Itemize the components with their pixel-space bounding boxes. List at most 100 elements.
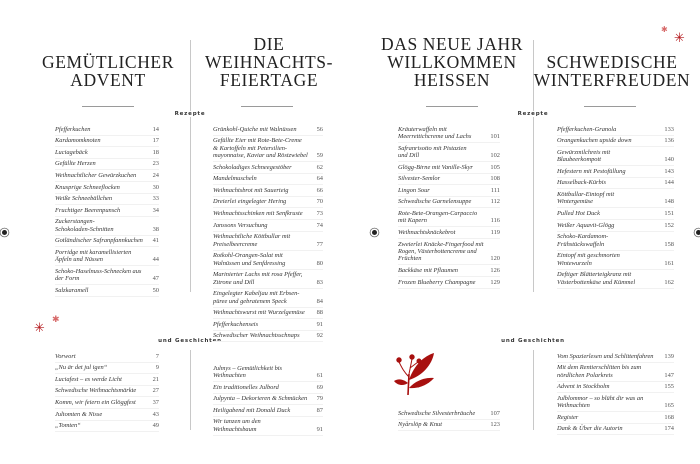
toc-entry[interactable]: Jultomten & Nisse 43 (55, 409, 159, 421)
toc-entry[interactable]: Schwedische Silvesterbräuche 107 (398, 408, 500, 420)
toc-entry[interactable]: Salzkaramell 50 (55, 285, 159, 297)
toc-entry[interactable]: Weihnachtsbrot mit Sauerteig 66 (213, 185, 323, 197)
toc-entry-page: 108 (490, 175, 500, 183)
toc-entry[interactable]: Pfefferkuchen 14 (55, 124, 159, 136)
toc-entry[interactable]: Gefüllte Eier mit Rote-Bete-Creme & Kart… (213, 136, 323, 162)
toc-entry[interactable]: „Tomten“ 49 (55, 421, 159, 433)
toc-entry[interactable]: Rotkohl-Orangen-Salat mit Walnüssen und … (213, 251, 323, 270)
toc-entry[interactable]: Orangenkuchen upside down 136 (557, 136, 674, 148)
toc-entry-page: 70 (316, 198, 323, 206)
toc-entry[interactable]: „Nu är det jul igen“ 9 (55, 363, 159, 375)
toc-entry[interactable]: Schwedischer Weihnachtsschnaps 92 (213, 331, 323, 343)
toc-entry[interactable]: Gotländischer Safranpfannkuchen 41 (55, 236, 159, 248)
toc-recipes-col-2: Grünkohl-Quiche mit Walnüssen 56 Gefüllte … (213, 124, 323, 343)
toc-entry[interactable]: Mit dem Rentierschlitten bis zum nördlic… (557, 363, 674, 382)
toc-entry[interactable]: Luciafest – es werde Licht 21 (55, 374, 159, 386)
toc-entry-title: Schwedische Silvesterbräuche (398, 409, 476, 417)
toc-entry[interactable]: Frozen Blueberry Champagne 129 (398, 277, 500, 289)
toc-entry-page: 116 (490, 217, 500, 225)
toc-entry[interactable]: Heiligabend mit Donald Duck 87 (213, 405, 323, 417)
toc-entry[interactable]: Julblommor – so blüht dir was an Weihnac… (557, 393, 674, 413)
toc-entry-page: 74 (316, 221, 323, 229)
toc-entry[interactable]: Weiße Schneebällchen 33 (55, 194, 159, 206)
toc-entry-page: 112 (490, 198, 500, 206)
toc-entry[interactable]: Knusprige Schneeflocken 30 (55, 182, 159, 194)
toc-entry[interactable]: Weihnachtlicher Gewürzkuchen 24 (55, 170, 159, 182)
toc-entry[interactable]: Dank & Über die Autorin 174 (557, 424, 674, 436)
toc-entry[interactable]: Pfefferkuchen-Granola 133 (557, 124, 674, 136)
toc-entry[interactable]: Julmys – Gemütlichkeit bis Weihnachten 61 (213, 363, 323, 382)
toc-entry[interactable]: Vom Spazierlesen und Schlittenfahren 139 (557, 351, 674, 363)
title-rule-4 (584, 106, 636, 107)
toc-entry[interactable]: Julpynta – Dekorieren & Schmücken 79 (213, 394, 323, 406)
toc-entry-title: Zweierlei Knäcke-Fingerfood mit Rogen, V… (398, 240, 484, 263)
toc-entry-title: Rote-Bete-Orangen-Carpaccio mit Kapern (398, 209, 478, 225)
toc-entry-title: Salzkaramell (55, 286, 89, 294)
toc-entry[interactable]: Kardamomknoten 17 (55, 136, 159, 148)
toc-entry[interactable]: Rote-Bete-Orangen-Carpaccio mit Kapern 11… (398, 208, 500, 228)
toc-entry[interactable]: Mandelmuscheln 64 (213, 174, 323, 186)
toc-entry[interactable]: Porridge mit karamellisierten Äpfeln und… (55, 247, 159, 267)
toc-entry-title: Advent in Stockholm (557, 383, 610, 391)
toc-entry-title: Luciagebäck (55, 148, 88, 156)
chapter-title-3: DAS NEUE JAHR WILLKOMMEN HEISSEN (381, 34, 523, 90)
toc-entry[interactable]: Komm, wir feiern ein Glöggfest 37 (55, 397, 159, 409)
toc-entry[interactable]: Lingon Sour 111 (398, 185, 500, 197)
toc-entry-page: 21 (152, 375, 159, 383)
toc-entry[interactable]: Backkäse mit Pflaumen 126 (398, 265, 500, 277)
toc-entry[interactable]: Schwedische Weihnachtsmärkte 27 (55, 386, 159, 398)
toc-entry[interactable]: Register 168 (557, 412, 674, 424)
toc-entry[interactable]: Weihnachtliche Köttbullar mit Preiselbee… (213, 232, 323, 251)
toc-entry[interactable]: Pulled Hot Duck 151 (557, 208, 674, 220)
toc-entry[interactable]: Weißer Aquavit-Glögg 152 (557, 220, 674, 232)
toc-entry[interactable]: Hasselback-Kürbis 144 (557, 178, 674, 190)
toc-entry[interactable]: Safranrisotto mit Pistazien und Dill 102 (398, 143, 500, 162)
toc-entry-title: Hefestern mit Pestofüllung (557, 167, 626, 175)
toc-entry[interactable]: Weihnachtsknäckebrot 119 (398, 227, 500, 239)
toc-entry[interactable]: Wir tanzen um den Weihnachtsbaum 91 (213, 417, 323, 436)
page-divider-right-bottom (533, 350, 534, 430)
snowflake-icon: ✱ (52, 315, 60, 325)
toc-entry-page: 44 (152, 256, 159, 264)
toc-entry[interactable]: Ein traditionelles Julbord 69 (213, 382, 323, 394)
toc-entry[interactable]: Nyårslöp & Knut 123 (398, 420, 500, 432)
toc-entry[interactable]: Köttbullar-Eintopf mit Wintergemüse 148 (557, 189, 674, 209)
toc-recipes-col-1: Pfefferkuchen 14 Kardamomknoten 17 Luciagebä… (55, 124, 159, 297)
toc-entry[interactable]: Eingelegter Kabeljau mit Erbsen- püree u… (213, 289, 323, 308)
toc-entry[interactable]: Kräuterwaffeln mit Meerrettichcreme und … (398, 124, 500, 143)
toc-entry[interactable]: Deftiger Blätterteigkranz mit Västerbott… (557, 270, 674, 289)
toc-entry[interactable]: Luciagebäck 18 (55, 147, 159, 159)
toc-entry[interactable]: Zuckerstangen- Schokoladen-Schnitten 38 (55, 217, 159, 236)
toc-entry[interactable]: Weihnachtswurst mit Wurzelgemüse 88 (213, 308, 323, 320)
toc-entry[interactable]: Schoko-Kardamom- Frühstückswaffeln 158 (557, 232, 674, 251)
toc-entry[interactable]: Weihnachtsschinken mit Senfkruste 73 (213, 208, 323, 220)
toc-entry[interactable]: Marinierter Lachs mit rosa Pfeffer, Zitr… (213, 270, 323, 289)
toc-entry-page: 66 (316, 186, 323, 194)
toc-entry[interactable]: Vorwort 7 (55, 351, 159, 363)
toc-entry[interactable]: Grünkohl-Quiche mit Walnüssen 56 (213, 124, 323, 136)
toc-entry[interactable]: Gefüllte Herzen 23 (55, 159, 159, 171)
toc-entry[interactable]: Gewürzmilchreis mit Blaubeerkompott 140 (557, 147, 674, 167)
toc-entry-title: Pfefferkuchen (55, 125, 91, 133)
toc-entry[interactable]: Silvester-Semlor 108 (398, 174, 500, 186)
toc-entry-title: Fruchtiger Beerenpunsch (55, 206, 121, 214)
toc-entry-title: Julpynta – Dekorieren & Schmücken (213, 395, 308, 403)
toc-entry[interactable]: Zweierlei Knäcke-Fingerfood mit Rogen, V… (398, 239, 500, 266)
toc-entry-title: Kardamomknoten (55, 137, 101, 145)
toc-entry[interactable]: Schoko-Haselnuss-Schnecken aus der Form 4… (55, 266, 159, 286)
toc-entry[interactable]: Schwedische Garnelensuppe 112 (398, 197, 500, 209)
toc-entry[interactable]: Glögg-Birne mit Vanille-Skyr 105 (398, 162, 500, 174)
toc-entry-page: 136 (664, 137, 674, 145)
toc-entry[interactable]: Hefestern mit Pestofüllung 143 (557, 166, 674, 178)
toc-entry[interactable]: Advent in Stockholm 155 (557, 382, 674, 394)
toc-entry[interactable]: Pfefferkuchenseis 91 (213, 319, 323, 331)
toc-entry[interactable]: Eintopf mit geschmorten Wintewurzeln 161 (557, 251, 674, 270)
toc-entry[interactable]: Schokoladiges Schneegestöber 62 (213, 162, 323, 174)
recipes-label-right: Rezepte (514, 111, 552, 117)
toc-entry-title: Weihnachtliche Köttbullar mit Preiselbee… (213, 233, 291, 248)
toc-entry[interactable]: Dreierlei eingelegter Hering 70 (213, 197, 323, 209)
page-divider-left-top (190, 40, 191, 292)
toc-entry-title: Rotkohl-Orangen-Salat mit Walnüssen und … (213, 252, 286, 267)
toc-entry[interactable]: Fruchtiger Beerenpunsch 34 (55, 205, 159, 217)
toc-entry[interactable]: Janssons Versuchung 74 (213, 220, 323, 232)
